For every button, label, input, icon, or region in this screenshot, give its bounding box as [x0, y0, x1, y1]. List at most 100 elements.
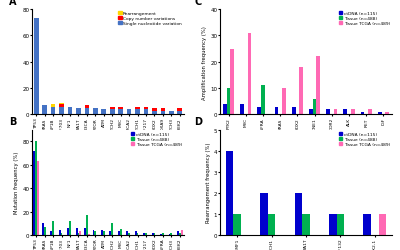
Bar: [51, 104, 56, 107]
Bar: [42, 106, 47, 115]
Bar: [234, 214, 241, 235]
Bar: [93, 108, 98, 115]
Bar: [316, 57, 320, 115]
Bar: [257, 107, 261, 115]
Legend: ctDNA (n=115), Tissue (n=488), Tissue TCGA (n=489): ctDNA (n=115), Tissue (n=488), Tissue TC…: [131, 132, 182, 146]
Bar: [343, 110, 347, 115]
Bar: [177, 232, 179, 235]
Bar: [102, 110, 106, 115]
Bar: [337, 214, 344, 235]
Bar: [37, 162, 39, 235]
Bar: [44, 227, 46, 235]
Bar: [135, 107, 140, 110]
Bar: [152, 108, 157, 111]
Y-axis label: Mutation frequency (%): Mutation frequency (%): [14, 152, 20, 214]
Bar: [84, 106, 89, 108]
Bar: [111, 223, 113, 235]
Bar: [52, 221, 54, 235]
Bar: [223, 104, 227, 115]
Y-axis label: Rearrangement frequency (%): Rearrangement frequency (%): [206, 142, 211, 222]
Bar: [76, 108, 81, 115]
Bar: [101, 230, 103, 235]
Bar: [110, 232, 111, 235]
Bar: [135, 232, 137, 235]
Bar: [268, 214, 275, 235]
Bar: [282, 89, 286, 115]
Bar: [230, 50, 234, 115]
Legend: ctDNA (n=115), Tissue (n=488), Tissue TCGA (n=489): ctDNA (n=115), Tissue (n=488), Tissue TC…: [339, 12, 390, 26]
Bar: [34, 19, 38, 115]
Bar: [378, 112, 382, 115]
Text: B: B: [9, 117, 16, 127]
Bar: [334, 110, 338, 115]
Bar: [162, 233, 164, 235]
Bar: [128, 233, 130, 235]
Bar: [50, 232, 52, 235]
Bar: [170, 233, 172, 235]
Text: C: C: [194, 0, 202, 7]
Bar: [61, 233, 62, 235]
Bar: [84, 108, 89, 115]
Bar: [137, 233, 138, 235]
Bar: [385, 112, 389, 115]
Bar: [240, 104, 244, 115]
Legend: ctDNA (n=115), Tissue (n=488), Tissue TCGA (n=489): ctDNA (n=115), Tissue (n=488), Tissue TC…: [339, 132, 390, 146]
Bar: [126, 232, 128, 235]
Bar: [160, 234, 162, 235]
Bar: [226, 151, 234, 235]
Bar: [59, 107, 64, 115]
Bar: [59, 103, 64, 104]
Bar: [274, 107, 278, 115]
Bar: [154, 233, 155, 235]
Bar: [292, 107, 296, 115]
Bar: [227, 89, 230, 115]
Bar: [169, 111, 174, 115]
Bar: [364, 214, 371, 235]
Bar: [295, 193, 302, 235]
Bar: [92, 230, 94, 235]
Bar: [160, 111, 165, 115]
Bar: [168, 234, 170, 235]
Bar: [326, 110, 330, 115]
Bar: [78, 233, 79, 235]
Bar: [88, 234, 90, 235]
Y-axis label: Amplification frequency (%): Amplification frequency (%): [202, 26, 208, 99]
Bar: [110, 110, 114, 115]
Bar: [35, 142, 37, 235]
Bar: [67, 228, 69, 235]
Bar: [51, 107, 56, 115]
Bar: [118, 232, 120, 235]
Bar: [110, 107, 114, 110]
Text: A: A: [9, 0, 17, 7]
Legend: Rearrangement, Copy number variations, Single nucleotide variation: Rearrangement, Copy number variations, S…: [118, 12, 182, 26]
Bar: [59, 104, 64, 107]
Bar: [143, 233, 145, 235]
Bar: [144, 110, 148, 115]
Bar: [261, 86, 265, 115]
Bar: [351, 110, 355, 115]
Bar: [309, 110, 313, 115]
Bar: [160, 108, 165, 111]
Bar: [118, 107, 123, 110]
Bar: [94, 232, 96, 235]
Bar: [248, 34, 252, 115]
Bar: [84, 228, 86, 235]
Bar: [76, 228, 78, 235]
Bar: [152, 233, 154, 235]
Bar: [34, 151, 35, 235]
Bar: [42, 223, 44, 235]
Bar: [135, 110, 140, 115]
Text: D: D: [194, 117, 202, 127]
Bar: [79, 232, 81, 235]
Bar: [103, 232, 105, 235]
Bar: [179, 233, 181, 235]
Bar: [152, 111, 157, 115]
Bar: [68, 107, 72, 115]
Bar: [178, 108, 182, 111]
Bar: [118, 110, 123, 115]
Bar: [329, 214, 337, 235]
Bar: [178, 111, 182, 115]
Bar: [302, 214, 310, 235]
Bar: [145, 233, 147, 235]
Bar: [299, 68, 303, 115]
